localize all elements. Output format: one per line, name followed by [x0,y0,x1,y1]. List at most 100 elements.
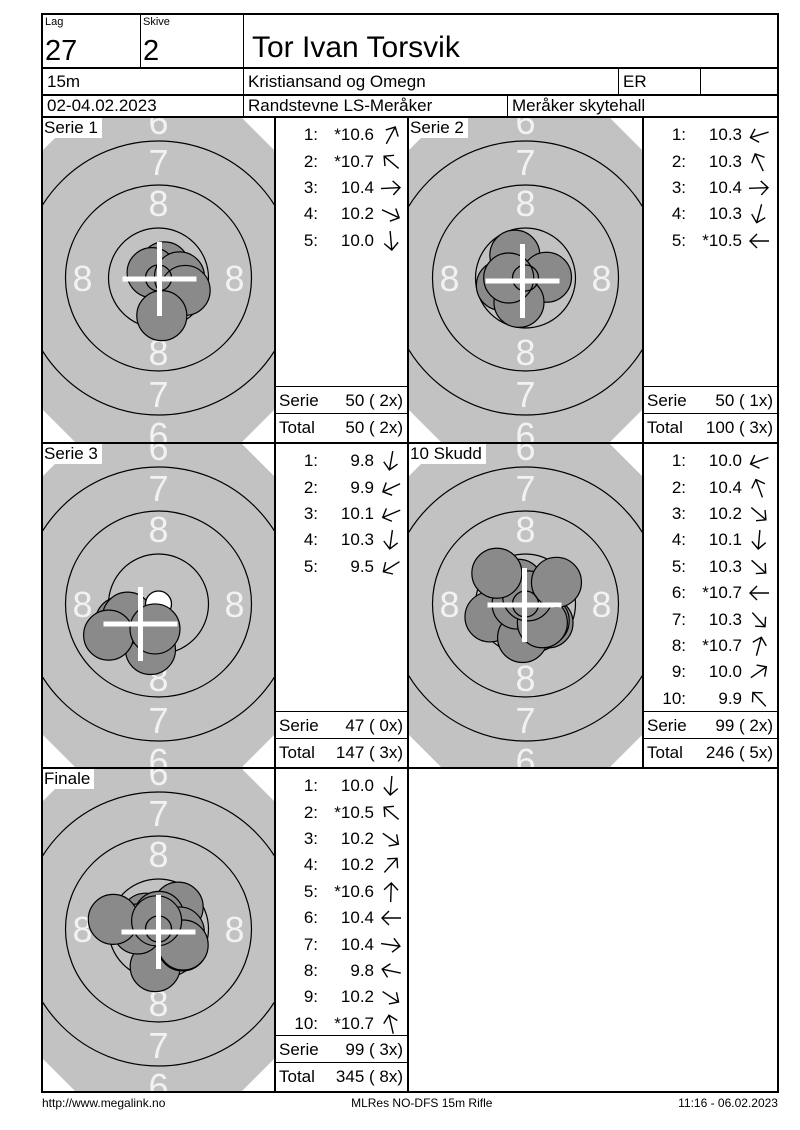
ring-label-6: 6 [515,415,535,442]
direction-arrow-icon [750,559,766,574]
shot-value: 10.3 [708,609,742,629]
shot-value: 10.0 [708,662,742,682]
direction-arrow-icon [750,478,765,498]
ring-label-7: 7 [148,793,168,834]
shot-value: 10.2 [340,204,374,224]
shot-direction [742,636,775,656]
ring-label-6: 6 [148,1066,168,1091]
sum-label: Total [279,743,315,762]
ring-label-6: 6 [148,769,168,793]
shot-value: 10.4 [340,177,374,197]
shot-row: 4: 10.3 [276,527,407,553]
direction-arrow-icon [382,776,398,797]
direction-arrow-icon [748,585,769,601]
shotlist-serie-2: 1: 10.3 2: 10.3 3: 10.4 4: 10.3 5: *10.5 Serie 50 (… [643,117,778,443]
shot-value: 10.0 [340,230,374,250]
sum-label: Serie [647,391,687,410]
shooter-name: Tor Ivan Torsvik [252,31,460,64]
direction-arrow-icon [381,481,400,496]
shooter-name-cell: Tor Ivan Torsvik [243,14,778,68]
sum-value: 147 ( 3x) [335,743,403,762]
shot-direction [742,178,775,198]
target-serie-3: 6 7 8 8 8 8 7 6 Serie 3 [42,443,275,768]
shot-row: 4: 10.3 [644,201,777,227]
direction-arrow-icon [382,805,399,820]
shot-row: 4: 10.2 [276,201,407,227]
direction-arrow-icon [750,530,766,551]
ring-label-7: 7 [148,374,168,415]
direction-arrow-icon [749,664,767,679]
shot-direction [742,610,775,630]
ring-circle [43,791,274,1067]
direction-arrow-icon [750,152,765,171]
shot-number: 4: [303,855,318,875]
sum-label: Total [647,418,683,437]
shot-number: 8: [303,960,318,980]
shot-direction [374,478,407,498]
shot-direction [742,662,775,682]
shot-number: 1: [671,451,686,471]
shot-direction [742,152,775,172]
total-sum-row: Total 147 ( 3x) [276,738,407,767]
shot-value: 10.0 [708,451,742,471]
shot-value: *10.6 [334,881,374,901]
skive-cell: Skive 2 [140,14,244,68]
shot-row: 2: *10.5 [276,799,407,825]
shot-value: *10.5 [702,230,742,250]
ring-label-8: 8 [439,258,459,299]
class-cell: ER [618,68,701,95]
direction-arrow-icon [380,180,401,196]
target-serie-1: 6 7 8 8 8 8 7 6 Serie 1 [42,117,275,443]
direction-arrow-icon [382,451,398,472]
ring-label-8: 8 [515,509,535,550]
sum-value: 345 ( 8x) [335,1067,403,1086]
shot-number: 3: [303,828,318,848]
shot-number: 2: [303,151,318,171]
direction-arrow-icon [381,208,400,223]
ring-label-8: 8 [515,658,535,699]
ring-label-7: 7 [515,700,535,741]
shot-value: 10.2 [340,987,374,1007]
shot-row: 4: 10.2 [276,852,407,878]
ring-circle [64,510,253,698]
ring-label-6: 6 [148,118,168,142]
ring-label-7: 7 [515,374,535,415]
direction-arrow-icon [382,560,400,575]
shot-value: 10.4 [340,908,374,928]
shot-number: 7: [303,934,318,954]
shot-rows: 1: *10.6 2: *10.7 3: 10.4 4: 10.2 5: 10.0 [276,122,407,254]
shot-direction [374,152,407,172]
shot-hole [483,252,535,304]
sum-value: 50 ( 2x) [345,418,403,437]
shot-direction [742,451,775,471]
shot-number: 10: [294,1013,318,1033]
shot-direction [374,961,407,981]
shot-direction [374,230,407,251]
shot-hole [530,556,583,608]
ring-label-8: 8 [591,258,611,299]
ring-label-8: 8 [224,258,244,299]
shot-number: 9: [303,987,318,1007]
ring-label-6: 6 [515,118,535,142]
shot-row: 10: *10.7 [276,1011,407,1037]
shot-direction [742,125,775,145]
shot-value: 10.2 [340,855,374,875]
shot-value: 9.9 [718,688,742,708]
ring-label-8: 8 [148,983,168,1024]
footer-url: http://www.megalink.no [42,1096,166,1110]
series-title: Serie 1 [43,118,102,138]
inner-ten-ring [511,264,540,292]
ring-label-7: 7 [148,700,168,741]
shot-number: 1: [303,451,318,471]
lag-label: Lag [45,16,64,28]
shot-direction [742,478,775,498]
ring-circle [43,140,274,416]
shot-row: 5: 10.0 [276,228,407,254]
direction-arrow-icon [751,636,767,656]
direction-arrow-icon [748,128,769,144]
direction-arrow-icon [383,230,399,251]
shot-number: 5: [303,881,318,901]
sum-label: Total [647,743,683,762]
